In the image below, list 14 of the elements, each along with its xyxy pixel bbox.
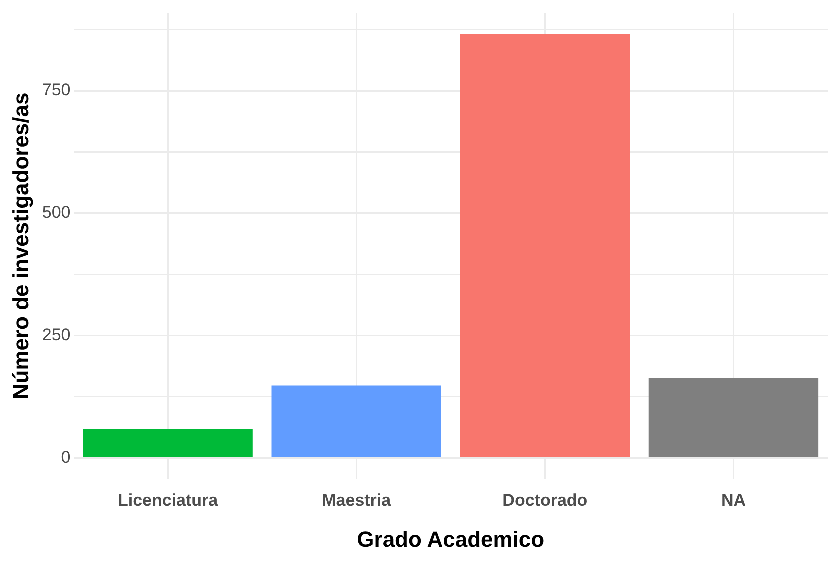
y-axis-title: Número de investigadores/as: [8, 92, 34, 400]
bar: [460, 34, 630, 458]
x-tick-label: NA: [721, 491, 746, 510]
x-axis-title: Grado Academico: [357, 526, 545, 552]
x-tick-label: Doctorado: [502, 491, 588, 510]
y-tick-label: 750: [42, 80, 71, 100]
x-tick-label: Licenciatura: [118, 491, 219, 510]
y-tick-label: 500: [42, 203, 71, 222]
x-tick-label: Maestria: [322, 491, 392, 510]
y-tick-label: 250: [42, 325, 71, 344]
bar: [272, 386, 442, 458]
bar: [83, 429, 253, 458]
y-tick-label: 0: [61, 448, 71, 467]
bar: [648, 378, 819, 458]
